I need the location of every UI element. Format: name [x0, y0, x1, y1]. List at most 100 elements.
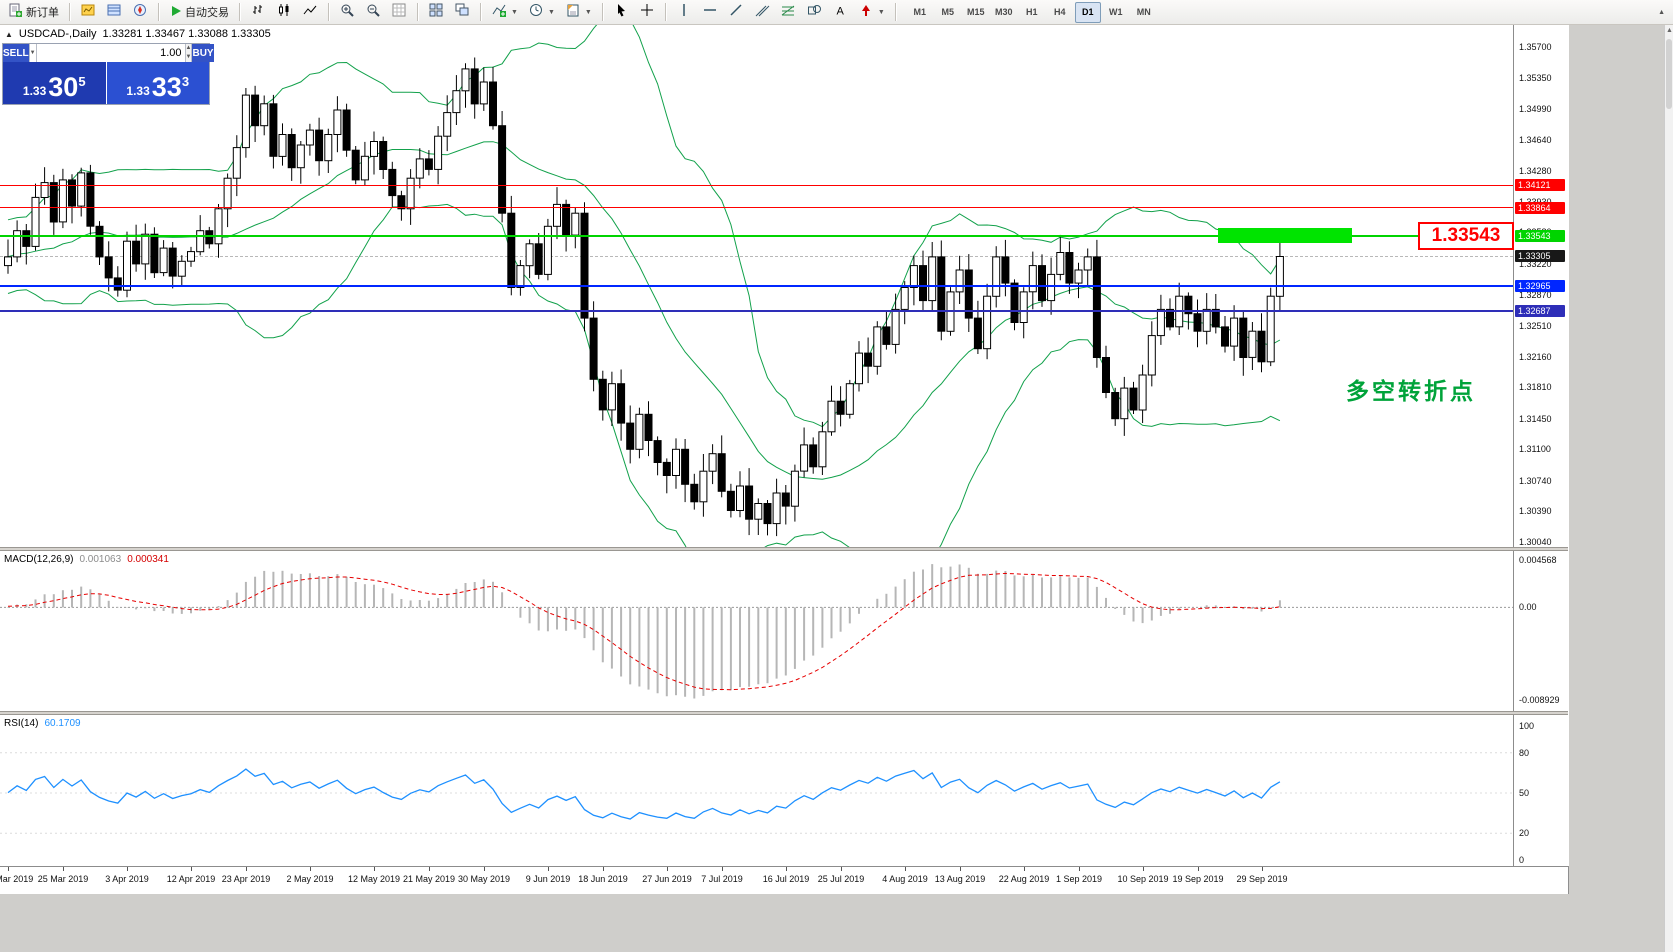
- scrollbar-up-icon[interactable]: ▲: [1666, 27, 1673, 34]
- hline-1.33864[interactable]: [0, 207, 1513, 208]
- trendline-button[interactable]: [724, 1, 749, 24]
- timeframe-M30[interactable]: M30: [994, 6, 1013, 17]
- chevron-down-icon: ▼: [584, 8, 592, 16]
- pane-separator[interactable]: [0, 547, 1568, 551]
- current-price-tag: 1.33305: [1515, 250, 1565, 262]
- date-tick: [246, 867, 247, 871]
- horizontal-line-button[interactable]: [698, 1, 723, 24]
- macd-indicator-label: MACD(12,26,9) 0.001063 0.000341: [4, 554, 169, 565]
- bar-chart-button[interactable]: [246, 1, 271, 24]
- buy-price-button[interactable]: 1.33 33 3: [106, 62, 209, 104]
- date-tick: [548, 867, 549, 871]
- timeframe-W1[interactable]: W1: [1109, 6, 1123, 17]
- chart-title-row: ▲ USDCAD-,Daily 1.33281 1.33467 1.33088 …: [5, 28, 271, 40]
- timeframe-M15[interactable]: M15: [966, 6, 985, 17]
- crosshair-button[interactable]: [635, 1, 660, 24]
- navigator-button[interactable]: [128, 1, 153, 24]
- periods-button[interactable]: ▼: [524, 1, 560, 24]
- new-order-button[interactable]: 新订单: [3, 1, 64, 24]
- grid-button[interactable]: [387, 1, 412, 24]
- price-scale-label: 1.30040: [1519, 537, 1552, 547]
- main-chart-canvas[interactable]: [0, 25, 1513, 547]
- rsi-name: RSI(14): [4, 718, 39, 729]
- autotrade-button[interactable]: 自动交易: [165, 1, 234, 24]
- fibonacci-button[interactable]: [776, 1, 801, 24]
- price-scale[interactable]: 1.357001.353501.349901.346401.342801.339…: [1513, 25, 1569, 866]
- buy-price-base: 1.33: [126, 84, 150, 98]
- hline-price-tag: 1.34121: [1515, 179, 1565, 191]
- date-tick: [1024, 867, 1025, 871]
- price-scale-label: 1.31100: [1519, 444, 1551, 454]
- macd-main-value: 0.001063: [79, 554, 122, 565]
- arrows-button[interactable]: ▼: [854, 1, 890, 24]
- timeframe-H1[interactable]: H1: [1025, 6, 1038, 17]
- chevron-down-icon: ▼: [511, 8, 518, 16]
- volume-decrease-button[interactable]: ▼: [185, 53, 192, 62]
- scrollbar-thumb[interactable]: [1666, 39, 1672, 109]
- toolbar-separator: [239, 3, 241, 21]
- sell-price-pips: 30: [48, 72, 79, 102]
- timeframe-H4[interactable]: H4: [1053, 6, 1066, 17]
- macd-pane-canvas[interactable]: [0, 551, 1513, 711]
- cursor-button[interactable]: [609, 1, 634, 24]
- tile-windows-button[interactable]: [424, 1, 449, 24]
- timeframe-M1[interactable]: M1: [913, 6, 926, 17]
- toolbar-overflow-button[interactable]: ▲: [1652, 1, 1670, 24]
- sell-button[interactable]: SELL: [3, 44, 29, 62]
- date-tick: [667, 867, 668, 871]
- big-price-text-object[interactable]: 1.33543: [1418, 222, 1514, 250]
- channel-button[interactable]: [750, 1, 775, 24]
- rsi-scale-label: 80: [1519, 748, 1530, 758]
- date-label: 10 Sep 2019: [1117, 874, 1169, 884]
- autotrade-play-icon: [170, 5, 182, 20]
- date-label: 22 Aug 2019: [998, 874, 1050, 884]
- text-button[interactable]: A: [828, 1, 853, 24]
- toolbar-separator: [328, 3, 330, 21]
- zoom-in-button[interactable]: [335, 1, 360, 24]
- chevron-down-icon: ▼: [29, 50, 36, 56]
- data-window-button[interactable]: [102, 1, 127, 24]
- highlight-rectangle-object[interactable]: [1218, 228, 1352, 243]
- vertical-line-icon: [677, 3, 692, 21]
- volume-increase-button[interactable]: ▲: [185, 44, 192, 53]
- cascade-windows-button[interactable]: [450, 1, 475, 24]
- date-label: 15 Mar 2019: [0, 874, 34, 884]
- timeframe-D1[interactable]: D1: [1074, 1, 1101, 23]
- rsi-pane-canvas[interactable]: [0, 715, 1513, 866]
- sell-price-button[interactable]: 1.33 30 5: [3, 62, 106, 104]
- hline-1.34121[interactable]: [0, 185, 1513, 186]
- chinese-note-text-object[interactable]: 多空转折点: [1346, 378, 1476, 404]
- one-click-collapse-icon[interactable]: ▲: [5, 29, 13, 39]
- date-tick: [1198, 867, 1199, 871]
- vertical-line-button[interactable]: [672, 1, 697, 24]
- sell-price-point: 5: [78, 74, 86, 89]
- rsi-indicator-label: RSI(14) 60.1709: [4, 718, 81, 729]
- date-label: 13 Aug 2019: [934, 874, 986, 884]
- line-chart-button[interactable]: [298, 1, 323, 24]
- autotrade-label: 自动交易: [185, 7, 229, 19]
- templates-button[interactable]: ▼: [561, 1, 597, 24]
- buy-button[interactable]: BUY: [192, 44, 214, 62]
- hline-1.32965[interactable]: [0, 285, 1513, 287]
- timeframe-M5[interactable]: M5: [941, 6, 954, 17]
- date-label: 4 Aug 2019: [882, 874, 928, 884]
- date-tick: [191, 867, 192, 871]
- date-label: 21 May 2019: [402, 874, 456, 884]
- indicators-button[interactable]: ▼: [487, 1, 523, 24]
- volume-dropdown-button[interactable]: ▼: [28, 44, 37, 62]
- date-tick: [960, 867, 961, 871]
- shapes-button[interactable]: [802, 1, 827, 24]
- hline-1.32687[interactable]: [0, 310, 1513, 312]
- vertical-scrollbar[interactable]: ▲: [1664, 25, 1673, 952]
- candlestick-chart-button[interactable]: [272, 1, 297, 24]
- date-label: 7 Jul 2019: [701, 874, 743, 884]
- zoom-out-button[interactable]: [361, 1, 386, 24]
- pane-separator[interactable]: [0, 711, 1568, 715]
- hline-1.33543[interactable]: [0, 235, 1513, 237]
- date-tick: [8, 867, 9, 871]
- market-watch-button[interactable]: [76, 1, 101, 24]
- volume-input[interactable]: [36, 44, 185, 62]
- timeframe-MN[interactable]: MN: [1136, 6, 1151, 17]
